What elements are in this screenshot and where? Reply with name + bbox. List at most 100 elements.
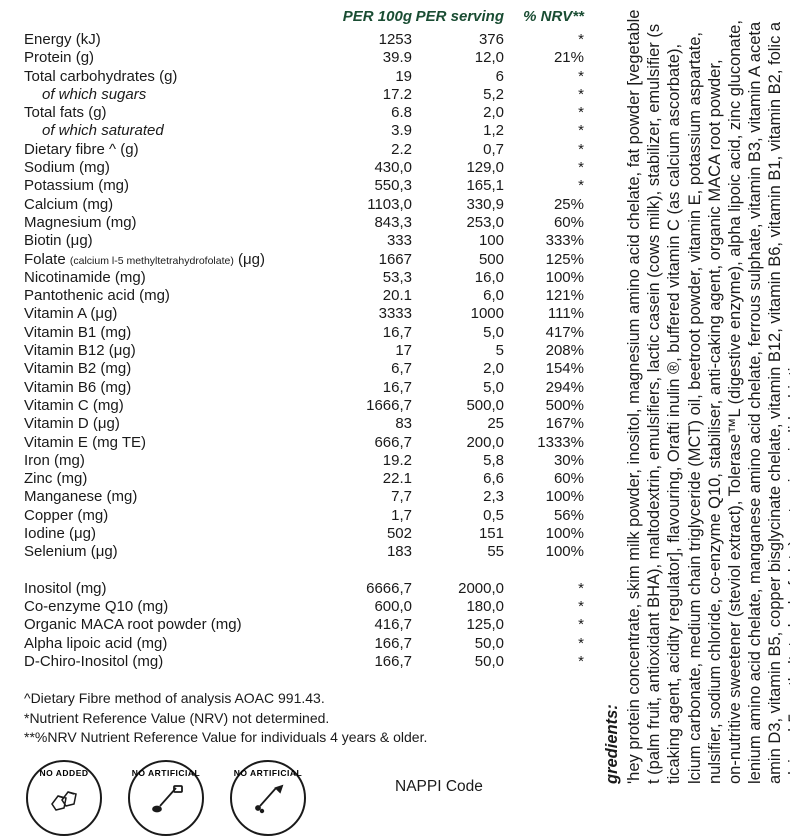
nutrient-value: 253,0 (412, 214, 504, 232)
nutrient-value: 16,7 (324, 324, 412, 342)
nutrient-value: * (504, 616, 584, 634)
table-row: Total fats (g)6.82,0* (24, 104, 584, 122)
ingredients-line: amin D3, vitamin B5, copper bisglycinate… (765, 0, 785, 784)
table-row: Vitamin C (mg)1666,7500,0500% (24, 397, 584, 415)
certification-badge: NO ARTIFICIAL (228, 762, 308, 822)
nutrient-value: 1333% (504, 434, 584, 452)
nutrient-value: 3.9 (324, 122, 412, 140)
nutrient-value: 39.9 (324, 49, 412, 67)
nutrient-value: 1103,0 (324, 196, 412, 214)
nutrient-value: 6 (412, 68, 504, 86)
nutrient-value: 6,6 (412, 470, 504, 488)
nutrient-value: 1666,7 (324, 397, 412, 415)
nutrition-table-primary: Energy (kJ)1253376*Protein (g)39.912,021… (24, 31, 584, 562)
ingredients-line: nulsifier, sodium chloride, co-enzyme Q1… (705, 0, 725, 784)
nutrient-value: 2,0 (412, 104, 504, 122)
table-row: Vitamin B1 (mg)16,75,0417% (24, 324, 584, 342)
nutrient-value: 19.2 (324, 452, 412, 470)
nutrient-value: 167% (504, 415, 584, 433)
nutrient-value: 502 (324, 525, 412, 543)
header-per-serving: PER serving (412, 8, 504, 25)
nutrient-value: 100 (412, 232, 504, 250)
nutrient-value: 17.2 (324, 86, 412, 104)
nutrient-value: 376 (412, 31, 504, 49)
table-row: D-Chiro-Inositol (mg)166,750,0* (24, 653, 584, 671)
nutrient-value: 416,7 (324, 616, 412, 634)
nutrient-value: 56% (504, 507, 584, 525)
nutrient-label: Total carbohydrates (g) (24, 68, 324, 86)
nutrient-value: 1000 (412, 305, 504, 323)
nutrient-value: * (504, 598, 584, 616)
nutrient-value: 17 (324, 342, 412, 360)
table-row: Vitamin B6 (mg)16,75,0294% (24, 379, 584, 397)
table-row: Vitamin B12 (μg)175208% (24, 342, 584, 360)
nutrient-label: Iodine (μg) (24, 525, 324, 543)
table-row: Vitamin B2 (mg)6,72,0154% (24, 360, 584, 378)
nutrient-value: 5,2 (412, 86, 504, 104)
nutrient-value: 25 (412, 415, 504, 433)
ingredients-line: 'hey protein concentrate, skim milk powd… (624, 0, 644, 784)
table-row: Co-enzyme Q10 (mg)600,0180,0* (24, 598, 584, 616)
table-row: Vitamin E (mg TE)666,7200,01333% (24, 434, 584, 452)
nutrient-value: 60% (504, 214, 584, 232)
table-row: Potassium (mg)550,3165,1* (24, 177, 584, 195)
table-row: Energy (kJ)1253376* (24, 31, 584, 49)
nutrient-label: Vitamin C (mg) (24, 397, 324, 415)
nutrient-value: 6,0 (412, 287, 504, 305)
table-row: Alpha lipoic acid (mg)166,750,0* (24, 635, 584, 653)
nutrient-value: 2,0 (412, 360, 504, 378)
nutrient-value: 5,8 (412, 452, 504, 470)
nutrient-value: 100% (504, 269, 584, 287)
nutrient-value: 5,0 (412, 379, 504, 397)
table-row: Selenium (μg)18355100% (24, 543, 584, 561)
nutrient-value: 430,0 (324, 159, 412, 177)
ingredients-block: gredients: 'hey protein concentrate, ski… (602, 0, 790, 784)
nutrient-value: 16,7 (324, 379, 412, 397)
nutrient-label: Zinc (mg) (24, 470, 324, 488)
nutrient-label: of which saturated (24, 122, 324, 140)
nutrient-value: 208% (504, 342, 584, 360)
nutrient-value: 2.2 (324, 141, 412, 159)
table-row: Calcium (mg)1103,0330,925% (24, 196, 584, 214)
table-row: Organic MACA root powder (mg)416,7125,0* (24, 616, 584, 634)
nutrient-value: 25% (504, 196, 584, 214)
nutrient-value: 500 (412, 251, 504, 269)
nutrient-label: Total fats (g) (24, 104, 324, 122)
nutrient-value: 294% (504, 379, 584, 397)
nutrient-value: 83 (324, 415, 412, 433)
nutrient-value: 500,0 (412, 397, 504, 415)
nutrient-value: * (504, 159, 584, 177)
table-row: Iron (mg)19.25,830% (24, 452, 584, 470)
nutrient-label: Iron (mg) (24, 452, 324, 470)
flavour-icon (146, 784, 186, 814)
table-row: Pantothenic acid (mg)20.16,0121% (24, 287, 584, 305)
ingredients-line: alcium l-5 methyltetrahydrofolate), pota… (785, 0, 790, 784)
nutrient-label: Energy (kJ) (24, 31, 324, 49)
nutrient-value: * (504, 580, 584, 598)
table-row: Iodine (μg)502151100% (24, 525, 584, 543)
table-row: Manganese (mg)7,72,3100% (24, 488, 584, 506)
nutrient-value: 180,0 (412, 598, 504, 616)
table-header: PER 100g PER serving % NRV** (24, 8, 584, 25)
nutrient-label: Vitamin E (mg TE) (24, 434, 324, 452)
nutrient-label: Biotin (μg) (24, 232, 324, 250)
nutrient-label: D-Chiro-Inositol (mg) (24, 653, 324, 671)
table-row: Total carbohydrates (g)196* (24, 68, 584, 86)
table-row: Protein (g)39.912,021% (24, 49, 584, 67)
nutrient-value: 53,3 (324, 269, 412, 287)
nutrient-value: 151 (412, 525, 504, 543)
table-row: Dietary fibre ^ (g)2.20,7* (24, 141, 584, 159)
table-row: Copper (mg)1,70,556% (24, 507, 584, 525)
table-row: Vitamin A (μg)33331000111% (24, 305, 584, 323)
nutrient-value: 19 (324, 68, 412, 86)
nutrient-label: Folate (calcium l-5 methyltetrahydrofola… (24, 251, 324, 269)
nutrient-value: 0,5 (412, 507, 504, 525)
nutrient-label: Co-enzyme Q10 (mg) (24, 598, 324, 616)
nutrient-label: Vitamin B2 (mg) (24, 360, 324, 378)
nutrient-value: 30% (504, 452, 584, 470)
nappi-code-label: NAPPI Code (395, 778, 483, 796)
nutrient-value: 1253 (324, 31, 412, 49)
nutrition-panel: PER 100g PER serving % NRV** Energy (kJ)… (24, 8, 584, 822)
nutrient-value: 12,0 (412, 49, 504, 67)
nutrient-label: Organic MACA root powder (mg) (24, 616, 324, 634)
